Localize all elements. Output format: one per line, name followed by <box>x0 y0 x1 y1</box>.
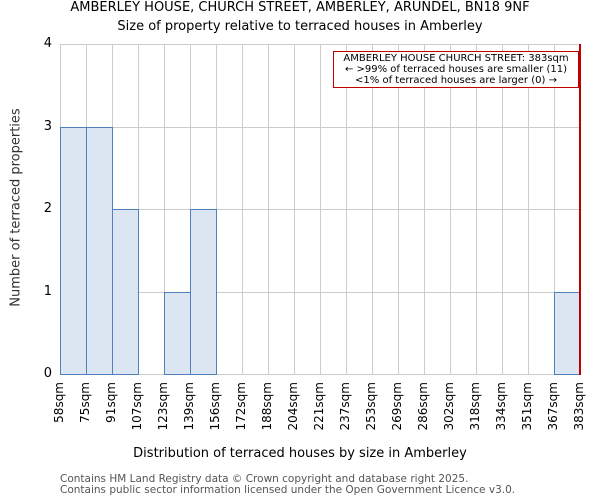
x-tick-label: 188sqm <box>260 382 274 431</box>
y-tick-label: 0 <box>43 366 52 381</box>
x-tick-label: 75sqm <box>78 382 92 423</box>
x-tick-label: 107sqm <box>130 382 144 431</box>
v-gridline <box>450 44 451 375</box>
footer-copyright: Contains HM Land Registry data © Crown c… <box>60 473 469 485</box>
v-gridline <box>164 44 165 375</box>
x-tick-label: 302sqm <box>442 382 456 431</box>
v-gridline <box>320 44 321 375</box>
chart-subtitle: Size of property relative to terraced ho… <box>117 19 483 34</box>
x-tick-label: 367sqm <box>546 382 560 431</box>
v-gridline <box>554 44 555 375</box>
histogram-bar <box>190 209 217 375</box>
histogram-bar <box>60 126 87 375</box>
annotation-line-1: AMBERLEY HOUSE CHURCH STREET: 383sqm <box>343 53 569 64</box>
x-tick-label: 237sqm <box>338 382 352 431</box>
v-gridline <box>398 44 399 375</box>
x-tick-label: 221sqm <box>312 382 326 431</box>
annotation-line-3: <1% of terraced houses are larger (0) → <box>355 75 557 86</box>
x-tick-label: 286sqm <box>416 382 430 431</box>
x-tick-label: 139sqm <box>182 382 196 431</box>
y-tick-label: 1 <box>43 283 52 299</box>
x-tick-label: 58sqm <box>52 382 66 423</box>
x-tick-label: 204sqm <box>286 382 300 431</box>
x-axis-label: Distribution of terraced houses by size … <box>133 446 467 461</box>
plot-area <box>60 44 581 375</box>
x-tick-label: 172sqm <box>234 382 248 431</box>
x-tick-label: 253sqm <box>364 382 378 431</box>
x-tick-label: 156sqm <box>208 382 222 431</box>
x-tick-label: 91sqm <box>104 382 118 423</box>
v-gridline <box>580 44 581 375</box>
histogram-bar <box>112 209 139 375</box>
x-tick-label: 383sqm <box>572 382 586 431</box>
histogram-bar <box>86 126 113 375</box>
v-gridline <box>242 44 243 375</box>
x-tick-label: 351sqm <box>520 382 534 431</box>
v-gridline <box>294 44 295 375</box>
property-marker-line <box>579 44 581 375</box>
v-gridline <box>346 44 347 375</box>
annotation-line-2: ← >99% of terraced houses are smaller (1… <box>344 64 568 75</box>
x-tick-label: 334sqm <box>494 382 508 431</box>
histogram-bar <box>554 291 581 375</box>
y-axis-label: Number of terraced properties <box>8 108 24 307</box>
x-tick-label: 318sqm <box>468 382 482 431</box>
v-gridline <box>268 44 269 375</box>
y-tick-label: 4 <box>43 36 52 51</box>
v-gridline <box>476 44 477 375</box>
histogram-bar <box>164 291 191 375</box>
v-gridline <box>528 44 529 375</box>
property-annotation-box: AMBERLEY HOUSE CHURCH STREET: 383sqm ← >… <box>333 51 579 88</box>
x-tick-label: 269sqm <box>390 382 404 431</box>
v-gridline <box>502 44 503 375</box>
footer-licence: Contains public sector information licen… <box>60 484 516 496</box>
v-gridline <box>424 44 425 375</box>
v-gridline <box>372 44 373 375</box>
x-tick-label: 123sqm <box>156 382 170 431</box>
y-tick-label: 3 <box>43 118 52 134</box>
y-tick-label: 2 <box>43 201 52 216</box>
chart-title: AMBERLEY HOUSE, CHURCH STREET, AMBERLEY,… <box>70 0 530 15</box>
